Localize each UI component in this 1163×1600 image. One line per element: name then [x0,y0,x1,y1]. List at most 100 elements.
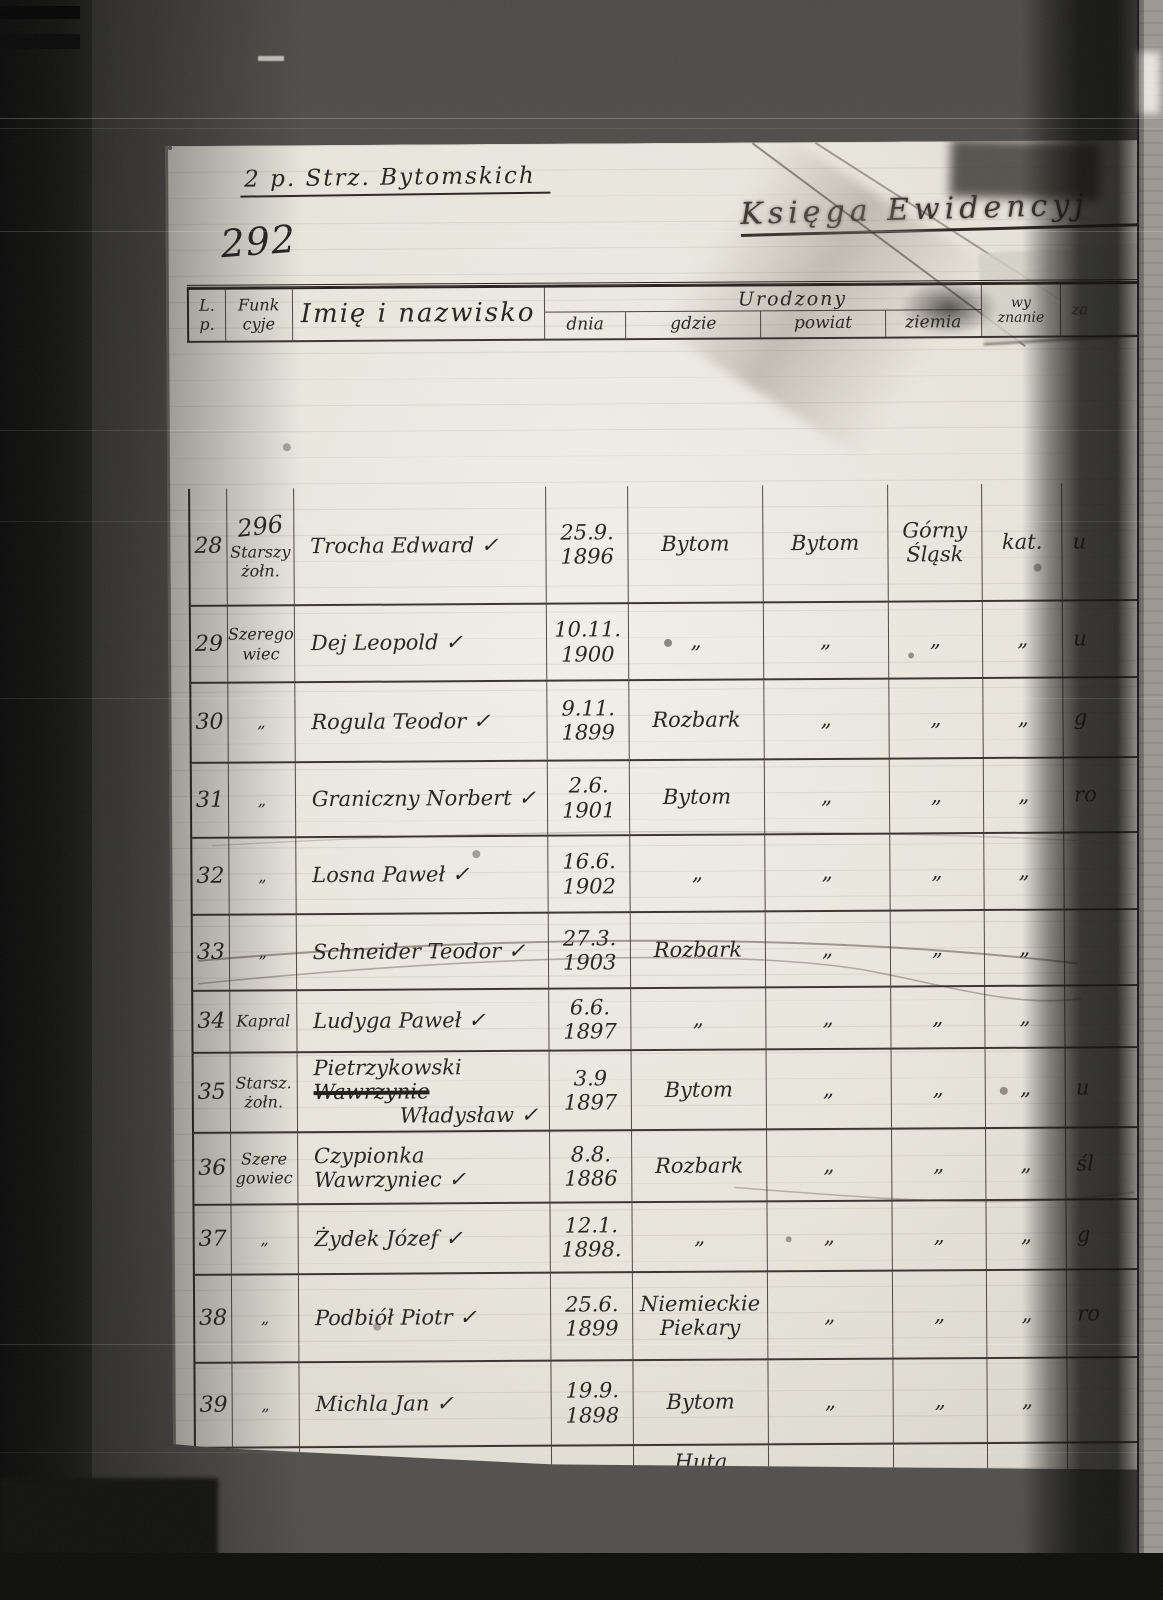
film-scratch [0,128,1163,129]
cell-religion: „ [985,834,1065,909]
header-land: ziemia [905,312,962,333]
register-row-35: 35 Starsz. żołn. Pietrzykowski Wawrzynie… [192,1048,1149,1134]
cell-district: „ [769,1445,894,1526]
cell-religion: „ [988,1444,1068,1524]
light-leak [1138,52,1160,114]
cell-funkcyje: „ [228,683,295,761]
cell-occupation: ro [1074,782,1097,807]
cell-born-place: „ [631,988,766,1049]
cell-born-day: 3.9 1897 [550,1051,632,1129]
cell-land: „ [889,679,984,758]
register-row-31: 31 „ Graniczny Norbert ✓ 2.6. 1901 Bytom… [190,758,1147,839]
cell-land: „ [889,759,984,833]
cell-born-day: 16.7. 1889 [552,1446,634,1526]
cell-district: „ [764,603,889,679]
cell-born-place: Rozbark [629,680,764,759]
cell-funkcyje: „ [231,1205,298,1273]
cell-born-place: „ [633,1202,768,1271]
header-lp: L. p. [189,290,226,341]
cell-name: Michla Jan ✓ [299,1362,552,1447]
cell-religion: „ [984,759,1064,832]
adjacent-page-strip [1137,0,1163,1600]
cell-name: Podbiół Piotr ✓ [299,1274,552,1362]
register-row-28: 28 296 Starszy żołn. Trocha Edward ✓ 25.… [188,483,1146,607]
cell-district: „ [765,912,890,987]
dust-specks [168,146,172,150]
cell-district: „ [768,1272,893,1359]
cell-born-place: Rozbark [632,1130,767,1201]
register-table: L. p. Funk cyje Imię i nazwisko Urodzony… [187,279,1154,1447]
header-occupation: za [1071,300,1089,319]
cell-born-day: 12.1. 1898. [551,1203,633,1271]
cell-born-place: Rozbark [631,912,766,987]
cell-name: Rogula Teodor ✓ [295,682,548,762]
cell-district: „ [767,1130,892,1201]
header-name: Imię i nazwisko [292,288,544,341]
cell-religion: „ [984,679,1064,757]
cell-land: „ [892,1129,987,1200]
cell-occupation: g [1073,705,1088,730]
register-row-32: 32 „ Losna Paweł ✓ 16.6. 1902 „ „ „ „ [190,833,1147,916]
cell-name: Losna Paweł ✓ [296,837,549,914]
page-corner-blotch [949,139,1101,201]
cell-religion: „ [985,987,1065,1047]
cell-district: „ [766,988,891,1049]
register-page: 2 p. Strz. Bytomskich 292 Księga Ewidenc… [165,140,1163,1476]
cell-religion: „ [987,1271,1067,1357]
cell-name: Żydek Józef ✓ [298,1204,551,1274]
film-edge-stripe [0,6,80,19]
cell-district: „ [768,1360,893,1444]
dust-speck [258,56,284,61]
register-row-34: 34 Kapral Ludyga Paweł ✓ 6.6. 1897 „ „ „… [191,986,1148,1054]
name-struck-out: Wawrzynie [313,1079,430,1105]
cell-occupation [1064,833,1147,909]
cell-funkcyje: Szerego wiec [228,606,295,681]
cell-born-day: 16.6. 1902 [548,836,630,911]
cell-born-place: „ [630,835,765,911]
cell-born-day: 27.3. 1903 [549,913,631,987]
side-number: 296 [235,509,285,543]
cell-lp: 35 [194,1054,231,1132]
header-religion: wy znanie [981,285,1061,336]
cell-lp: 30 [191,684,228,762]
cell-land: „ [891,1049,986,1128]
cell-born-day: 8.8. 1886 [550,1131,632,1201]
cell-lp: 33 [193,916,230,990]
cell-born-day: 2.6. 1901 [548,761,630,834]
cell-land: „ [891,987,986,1048]
cell-district: Bytom [763,485,888,602]
cell-name: Czypionka Wawrzyniec ✓ [298,1132,551,1204]
cell-name: Ludyga Paweł ✓ [297,990,550,1052]
cell-occupation: u [1073,626,1087,651]
cell-born-day: 19.9. 1898 [552,1361,634,1444]
cell-lp: 36 [194,1134,231,1204]
cell-born-place: Huta Huber- tusa [634,1445,769,1526]
cell-religion: „ [988,1359,1068,1442]
cell-funkcyje: „ [232,1275,299,1361]
cell-land: „ [888,602,983,678]
cell-name: Trocha Edward ✓ [294,487,547,605]
name-part: Władysław ✓ [399,1102,539,1128]
cell-born-place: Bytom [632,1050,767,1129]
header-funkcyje: Funk cyje [226,289,293,340]
page-number: 292 [219,216,298,267]
cell-name: Graniczny Norbert ✓ [296,762,549,837]
cell-land: „ [893,1359,988,1443]
cell-born-day: 25.6. 1899 [551,1273,633,1359]
cell-religion: „ [986,1049,1066,1127]
cell-born-place: „ [629,603,764,679]
cell-funkcyje: „ [233,1448,300,1528]
register-row-40: 40 „ Cieślik Wincenty ✓ 16.7. 1889 Huta … [194,1443,1151,1531]
cell-name: Cieślik Wincenty ✓ [300,1447,553,1529]
register-row-30: 30 „ Rogula Teodor ✓ 9.11. 1899 Rozbark … [189,678,1146,764]
header-born-place: gdzie [626,311,761,338]
cell-lp: 34 [193,992,230,1052]
cell-land: „ [890,911,985,986]
cell-religion: „ [985,911,1065,985]
cell-religion: „ [987,1201,1067,1269]
film-edge-bottom [0,1553,1163,1600]
cell-land: „ [890,834,985,910]
table-header-row: L. p. Funk cyje Imię i nazwisko Urodzony… [187,282,1144,343]
register-row-29: 29 Szerego wiec Dej Leopold ✓ 10.11. 190… [189,601,1146,684]
header-born-day: dnia [545,312,627,338]
